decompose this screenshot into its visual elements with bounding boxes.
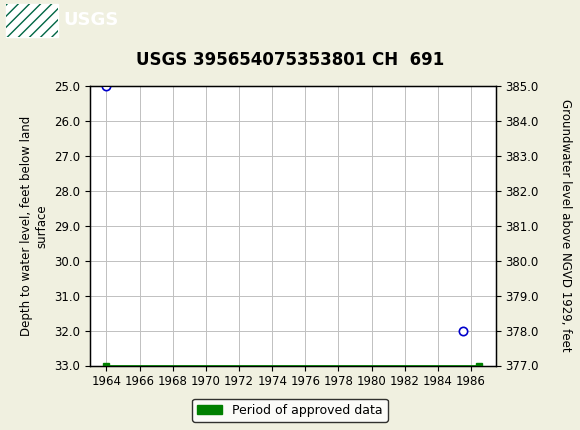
Text: USGS: USGS bbox=[64, 12, 119, 29]
Legend: Period of approved data: Period of approved data bbox=[192, 399, 388, 421]
Bar bbox=[6, 4, 58, 37]
Y-axis label: Depth to water level, feet below land
surface: Depth to water level, feet below land su… bbox=[20, 116, 49, 336]
Bar bbox=[6, 4, 58, 37]
Text: USGS 395654075353801 CH  691: USGS 395654075353801 CH 691 bbox=[136, 51, 444, 69]
Y-axis label: Groundwater level above NGVD 1929, feet: Groundwater level above NGVD 1929, feet bbox=[559, 99, 571, 352]
